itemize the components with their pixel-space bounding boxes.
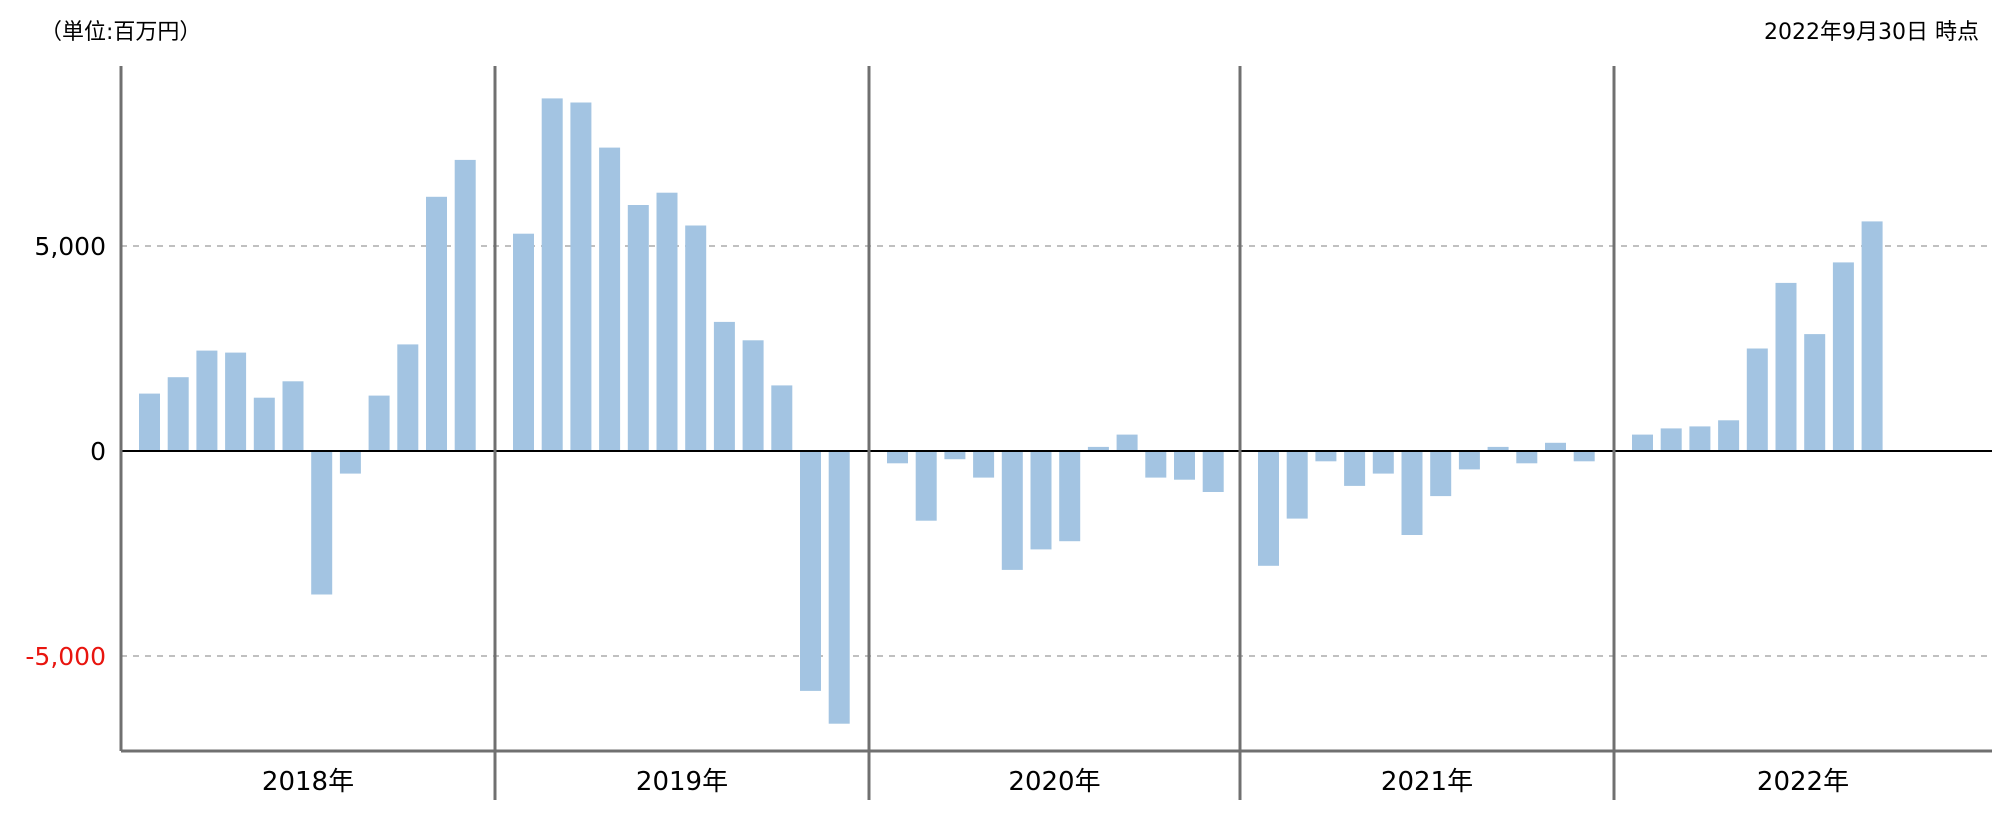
unit-label: （単位:百万円） [40, 20, 202, 45]
bar [1632, 434, 1653, 451]
bar [1804, 334, 1826, 451]
bar [771, 385, 793, 451]
bar [1487, 446, 1509, 451]
bar [339, 451, 361, 474]
bar [944, 451, 966, 460]
bar [368, 395, 390, 451]
bar [599, 147, 621, 451]
bar [800, 451, 821, 691]
bar [1660, 428, 1682, 451]
bar [1458, 451, 1480, 470]
bar [1344, 451, 1366, 486]
bar [973, 451, 995, 478]
bar [196, 350, 218, 451]
bar [541, 98, 563, 452]
x-tick-label: 2022年 [1757, 767, 1849, 797]
bar [1718, 420, 1740, 452]
bar [1832, 262, 1854, 451]
bar [1861, 221, 1883, 451]
bar [570, 102, 592, 451]
labels-layer: 5,000 0 -5,000 2018年 2019年 2020年 2021年 2022年 [25, 232, 1849, 797]
bar [311, 451, 333, 595]
bar [1145, 451, 1167, 478]
bar [282, 381, 304, 451]
bar [713, 321, 735, 451]
bar [1258, 451, 1279, 566]
bar [1545, 442, 1566, 451]
bar [887, 451, 908, 464]
bar [1746, 348, 1768, 451]
bar [1315, 451, 1337, 462]
bar [1087, 446, 1109, 451]
y-tick-label: -5,000 [25, 642, 106, 671]
bar [1174, 451, 1195, 480]
bar [1372, 451, 1394, 474]
bar [167, 377, 189, 451]
bars-layer [139, 98, 1883, 724]
bar [1573, 451, 1595, 462]
bar [685, 225, 707, 451]
bar [1689, 426, 1711, 451]
bar [397, 344, 419, 451]
bar [1059, 451, 1081, 542]
bar [139, 393, 160, 451]
bar [1116, 434, 1138, 451]
y-tick-label: 0 [90, 437, 106, 466]
bar [1430, 451, 1452, 497]
bar [627, 205, 649, 451]
bar [454, 159, 476, 451]
x-tick-label: 2021年 [1381, 767, 1473, 797]
bar [656, 192, 678, 451]
bar [915, 451, 937, 521]
bar [1775, 282, 1797, 451]
bar [513, 233, 534, 451]
bar [1202, 451, 1224, 492]
bar [742, 340, 764, 451]
bar [1516, 451, 1538, 464]
bar [828, 451, 850, 724]
x-tick-label: 2020年 [1008, 767, 1100, 797]
bar [1401, 451, 1423, 535]
bar [1286, 451, 1308, 519]
axes-layer [119, 66, 1992, 800]
x-tick-label: 2018年 [262, 767, 354, 797]
as-of-date-label: 2022年9月30日 時点 [1764, 20, 1979, 45]
bar [225, 352, 247, 451]
x-tick-label: 2019年 [636, 767, 728, 797]
y-tick-label: 5,000 [34, 232, 106, 261]
bar [426, 196, 447, 451]
bar [253, 397, 275, 451]
bar [1001, 451, 1023, 570]
bar [1030, 451, 1052, 550]
